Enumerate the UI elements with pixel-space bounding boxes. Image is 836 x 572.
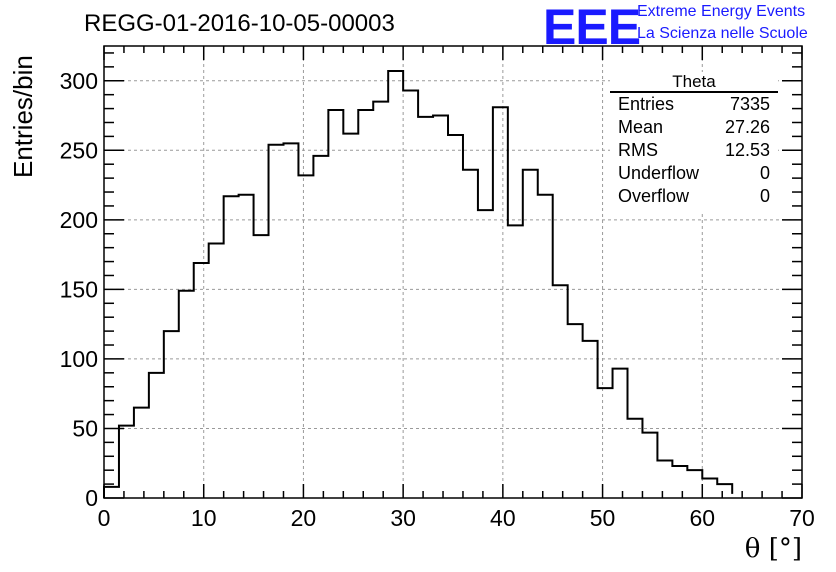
x-tick-label: 60 bbox=[689, 505, 715, 531]
y-tick-label: 50 bbox=[72, 415, 98, 441]
eee-logo: EEE bbox=[543, 0, 641, 55]
x-tick-label: 40 bbox=[490, 505, 516, 531]
stats-row-underflow: Underflow 0 bbox=[610, 162, 778, 185]
stats-row-entries: Entries 7335 bbox=[610, 93, 778, 116]
x-tick-label: 0 bbox=[98, 505, 111, 531]
stats-value: 0 bbox=[759, 163, 770, 183]
plot-frame bbox=[103, 45, 803, 499]
y-tick-label: 150 bbox=[60, 276, 98, 302]
x-tick-label: 10 bbox=[191, 505, 217, 531]
x-tick-label: 30 bbox=[390, 505, 416, 531]
stats-title: Theta bbox=[610, 72, 778, 93]
y-tick-label: 0 bbox=[85, 485, 98, 511]
stats-label: RMS bbox=[618, 140, 658, 160]
stats-value: 7335 bbox=[729, 94, 770, 114]
stats-row-overflow: Overflow 0 bbox=[610, 185, 778, 208]
stats-label: Mean bbox=[618, 117, 664, 137]
y-tick-label: 300 bbox=[60, 68, 98, 94]
y-tick-label: 100 bbox=[60, 346, 98, 372]
stats-row-mean: Mean 27.26 bbox=[610, 116, 778, 139]
axis-ticks bbox=[103, 46, 803, 499]
y-tick-label: 250 bbox=[60, 137, 98, 163]
stats-value: 27.26 bbox=[724, 117, 770, 137]
grid-lines bbox=[104, 46, 802, 498]
y-axis-label: Entries/bin bbox=[8, 55, 38, 178]
stats-row-rms: RMS 12.53 bbox=[610, 139, 778, 162]
x-axis-label: θ [°] bbox=[744, 534, 802, 564]
run-title: REGG-01-2016-10-05-00003 bbox=[84, 10, 395, 37]
stats-box: Theta Entries 7335 Mean 27.26 RMS 12.53 … bbox=[610, 72, 778, 212]
stats-label: Underflow bbox=[618, 163, 700, 183]
x-tick-label: 70 bbox=[789, 505, 815, 531]
stats-label: Entries bbox=[618, 94, 675, 114]
x-tick-label: 20 bbox=[291, 505, 317, 531]
stats-value: 12.53 bbox=[724, 140, 770, 160]
stats-label: Overflow bbox=[618, 186, 690, 206]
brand-line-1: Extreme Energy Events bbox=[637, 3, 806, 20]
tick-labels: 0 10 20 30 40 50 60 70 0 50 100 150 200 250 300 bbox=[60, 68, 815, 531]
histogram-series bbox=[103, 70, 734, 498]
y-tick-label: 200 bbox=[60, 207, 98, 233]
x-tick-label: 50 bbox=[590, 505, 616, 531]
stats-value: 0 bbox=[759, 186, 770, 206]
brand-line-2: La Scienza nelle Scuole bbox=[637, 25, 808, 42]
